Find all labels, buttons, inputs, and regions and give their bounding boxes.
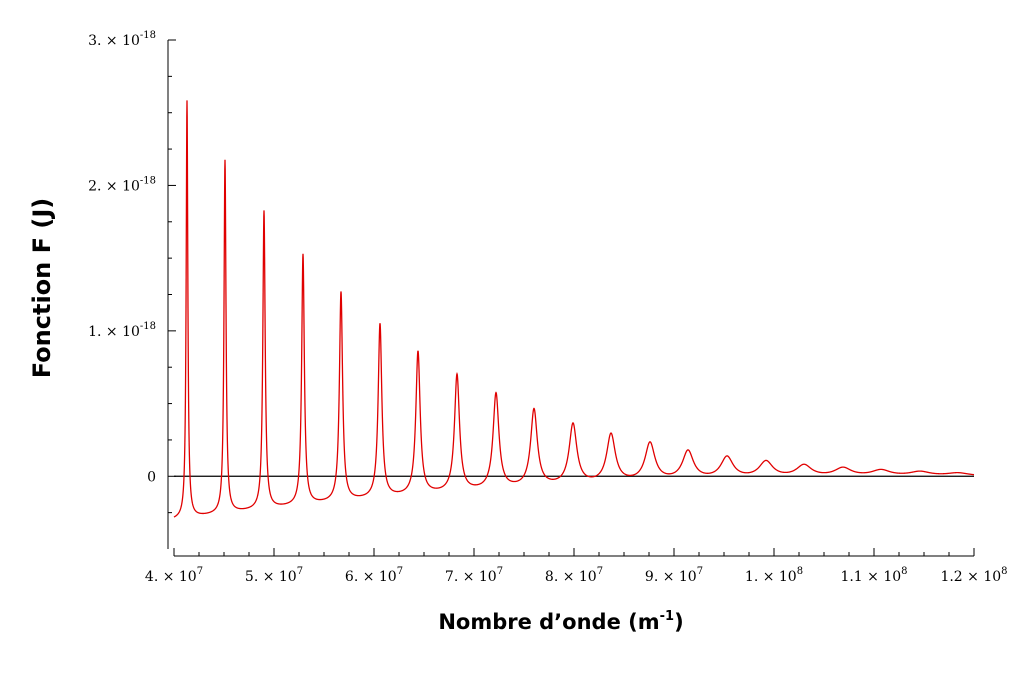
x-tick-label: 5. × 107 bbox=[245, 566, 303, 585]
x-tick-label: 1.1 × 108 bbox=[840, 566, 907, 585]
x-tick-label: 9. × 107 bbox=[645, 566, 703, 585]
x-tick-mantissa: 8. × 10 bbox=[545, 569, 597, 585]
x-ticks: 4. × 107 5. × 107 6. × 107 7. × 107 8. × 107… bbox=[145, 548, 1008, 585]
y-tick-mantissa: 1. × 10 bbox=[88, 324, 140, 340]
x-tick-label: 8. × 107 bbox=[545, 566, 603, 585]
x-tick-label: 1.2 × 108 bbox=[940, 566, 1007, 585]
x-tick-mantissa: 4. × 10 bbox=[145, 569, 197, 585]
y-tick-exponent: -18 bbox=[140, 321, 156, 332]
x-tick-mantissa: 1.2 × 10 bbox=[940, 569, 1001, 585]
x-axis-title-end: ) bbox=[674, 610, 684, 634]
x-tick-exponent: 7 bbox=[497, 566, 503, 577]
x-axis-title-main: Nombre d’onde (m bbox=[438, 610, 659, 634]
series-line bbox=[173, 100, 975, 518]
x-tick-exponent: 7 bbox=[197, 566, 203, 577]
y-tick-label: 2. × 10-18 bbox=[88, 175, 156, 194]
y-tick-label: 3. × 10-18 bbox=[88, 30, 156, 49]
x-tick-exponent: 8 bbox=[901, 566, 907, 577]
x-tick-exponent: 7 bbox=[597, 566, 603, 577]
x-tick-mantissa: 1.1 × 10 bbox=[840, 569, 901, 585]
x-tick-exponent: 7 bbox=[297, 566, 303, 577]
y-tick-mantissa: 0 bbox=[147, 469, 156, 485]
y-ticks: 01. × 10-182. × 10-183. × 10-18 bbox=[88, 30, 176, 514]
x-tick-label: 6. × 107 bbox=[345, 566, 403, 585]
x-tick-label: 1. × 108 bbox=[745, 566, 803, 585]
y-tick-label: 0 bbox=[147, 469, 156, 485]
x-tick-exponent: 8 bbox=[797, 566, 803, 577]
y-axis-title: Fonction F (J) bbox=[28, 198, 56, 378]
x-tick-mantissa: 6. × 10 bbox=[345, 569, 397, 585]
y-tick-exponent: -18 bbox=[140, 30, 156, 41]
x-tick-label: 7. × 107 bbox=[445, 566, 503, 585]
x-axis-title-sup: -1 bbox=[660, 609, 674, 624]
y-tick-label: 1. × 10-18 bbox=[88, 321, 156, 340]
x-tick-label: 4. × 107 bbox=[145, 566, 203, 585]
x-tick-mantissa: 7. × 10 bbox=[445, 569, 497, 585]
x-tick-exponent: 7 bbox=[697, 566, 703, 577]
y-tick-mantissa: 2. × 10 bbox=[88, 178, 140, 194]
x-tick-mantissa: 5. × 10 bbox=[245, 569, 297, 585]
y-tick-mantissa: 3. × 10 bbox=[88, 33, 140, 49]
x-tick-mantissa: 9. × 10 bbox=[645, 569, 697, 585]
x-tick-exponent: 7 bbox=[397, 566, 403, 577]
y-tick-exponent: -18 bbox=[140, 175, 156, 186]
x-tick-mantissa: 1. × 10 bbox=[745, 569, 797, 585]
x-axis-title: Nombre d’onde (m-1) bbox=[438, 609, 683, 634]
x-tick-exponent: 8 bbox=[1001, 566, 1007, 577]
